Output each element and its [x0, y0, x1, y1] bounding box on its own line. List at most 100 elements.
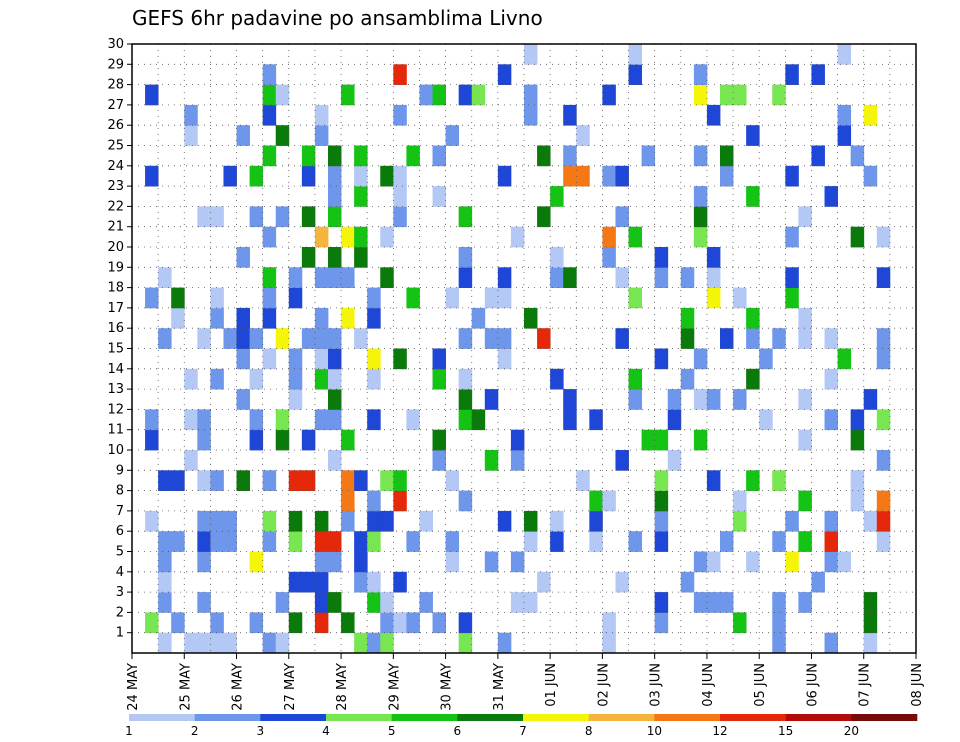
y-tick-label: 15: [107, 342, 124, 357]
legend-label: 4: [322, 724, 330, 738]
heatmap-cell: [249, 551, 264, 573]
heatmap-cell: [693, 186, 708, 207]
heatmap-cell: [171, 470, 185, 491]
legend-swatch: [785, 714, 852, 721]
heatmap-cell: [602, 632, 616, 654]
heatmap-cell: [197, 510, 211, 532]
heatmap-cell: [197, 206, 211, 228]
heatmap-cell: [301, 247, 316, 268]
heatmap-cell: [850, 490, 865, 512]
heatmap-cell: [171, 531, 185, 552]
y-tick-label: 4: [116, 565, 124, 580]
heatmap-cell: [824, 551, 838, 573]
heatmap-cell: [876, 328, 891, 349]
heatmap-cell: [798, 429, 812, 451]
heatmap-cell: [680, 328, 695, 349]
legend-label: 1: [125, 724, 133, 738]
legend-swatch: [851, 714, 918, 721]
y-tick-label: 3: [116, 585, 124, 600]
heatmap-cell: [236, 389, 250, 410]
heatmap-cell: [510, 226, 525, 248]
heatmap-cell: [458, 409, 473, 431]
heatmap-cell: [654, 612, 669, 634]
heatmap-cell: [432, 450, 446, 471]
heatmap-cell: [471, 409, 486, 431]
heatmap-cell: [746, 470, 760, 491]
heatmap-cell: [301, 206, 316, 228]
heatmap-cell: [471, 84, 486, 106]
heatmap-cell: [158, 531, 172, 552]
heatmap-cell: [380, 267, 394, 288]
heatmap-cell: [563, 267, 577, 288]
heatmap-cell: [824, 186, 838, 207]
heatmap-cell: [654, 531, 669, 552]
heatmap-cell: [785, 165, 799, 187]
heatmap-cell: [445, 470, 460, 491]
heatmap-cell: [354, 470, 368, 491]
heatmap-cell: [497, 510, 512, 532]
heatmap-cell: [406, 145, 420, 167]
heatmap-cell: [602, 226, 616, 248]
heatmap-cell: [314, 104, 329, 126]
legend-swatch: [457, 714, 524, 721]
heatmap-cell: [772, 632, 786, 654]
heatmap-cell: [354, 247, 368, 268]
heatmap-cell: [524, 307, 538, 329]
heatmap-cell: [458, 206, 473, 228]
heatmap-cell: [733, 84, 747, 106]
heatmap-cell: [589, 490, 603, 512]
heatmap-cell: [262, 64, 277, 85]
legend-swatch: [588, 714, 655, 721]
legend-swatch: [194, 714, 261, 721]
heatmap-cell: [301, 145, 316, 167]
heatmap-cell: [680, 307, 695, 329]
heatmap-cell: [354, 571, 368, 593]
heatmap-cell: [171, 307, 185, 329]
heatmap-cell: [197, 470, 211, 491]
heatmap-cell: [432, 186, 446, 207]
heatmap-cell: [210, 510, 224, 532]
y-tick-label: 2: [116, 605, 124, 620]
heatmap-cell: [824, 531, 838, 552]
heatmap-cell: [811, 145, 825, 167]
heatmap-cell: [288, 287, 303, 309]
heatmap-cell: [249, 328, 264, 349]
heatmap-cell: [197, 531, 211, 552]
heatmap-cell: [445, 531, 460, 552]
heatmap-cell: [537, 571, 551, 593]
heatmap-cell: [484, 551, 499, 573]
heatmap-cell: [314, 612, 329, 634]
heatmap-cell: [811, 571, 825, 593]
heatmap-cell: [680, 571, 695, 593]
heatmap-cell: [393, 206, 407, 228]
heatmap-cell: [328, 348, 342, 370]
heatmap-cell: [432, 348, 446, 370]
heatmap-cell: [785, 64, 799, 85]
color-legend: 1 2 3 4 5 6 7 8 10 12 15 20: [125, 714, 918, 738]
heatmap-cell: [145, 165, 159, 187]
heatmap-cell: [354, 145, 368, 167]
heatmap-cell: [393, 64, 407, 85]
heatmap-cell: [393, 165, 407, 187]
y-tick-label: 22: [107, 199, 124, 214]
heatmap-cell: [354, 186, 368, 207]
heatmap-cell: [563, 145, 577, 167]
heatmap-cell: [275, 429, 290, 451]
heatmap-cell: [393, 612, 407, 634]
y-tick-label: 27: [107, 98, 124, 113]
heatmap-cell: [314, 571, 329, 593]
legend-swatch: [523, 714, 589, 721]
heatmap-cell: [419, 84, 433, 106]
heatmap-cell: [197, 632, 211, 654]
heatmap-cell: [223, 531, 237, 552]
x-tick-label: 03 JUN: [649, 663, 664, 707]
heatmap-cell: [367, 348, 381, 370]
heatmap-cell: [524, 592, 538, 613]
y-tick-label: 16: [107, 321, 124, 336]
heatmap-cell: [484, 389, 499, 410]
y-tick-label: 19: [107, 260, 124, 275]
heatmap-cells: [145, 44, 891, 654]
heatmap-cell: [537, 206, 551, 228]
heatmap-cell: [445, 125, 460, 146]
heatmap-cell: [484, 287, 499, 309]
